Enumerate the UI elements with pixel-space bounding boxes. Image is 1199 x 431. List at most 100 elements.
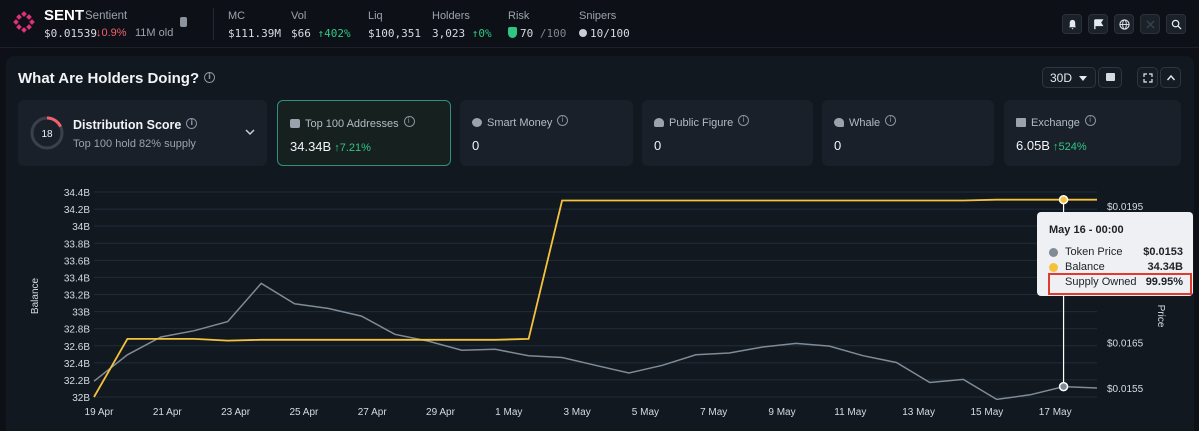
left-axis-ticks: 34.4B 34.2B 34B 33.8B 33.6B 33.4B 33.2B 33B 32.8… xyxy=(64,188,90,404)
card-label: Public Figure xyxy=(654,115,750,129)
info-icon[interactable] xyxy=(738,115,750,126)
x-social-button[interactable] xyxy=(1140,14,1160,34)
card-value: 34.34B xyxy=(290,139,332,154)
copy-icon[interactable] xyxy=(180,17,187,27)
card-exchange[interactable]: Exchange 6.05B↑524% xyxy=(1004,100,1181,166)
card-value: 6.05B xyxy=(1016,138,1050,153)
left-axis-tick-label: 32.2B xyxy=(64,376,90,387)
x-axis-tick-label: 13 May xyxy=(902,407,935,418)
distribution-score-card[interactable]: 18 Distribution Score Top 100 hold 82% s… xyxy=(18,100,267,166)
token-price-series-line xyxy=(93,282,1098,401)
notification-button[interactable] xyxy=(1062,14,1082,34)
info-icon[interactable] xyxy=(1084,115,1096,126)
left-axis-tick-label: 32.8B xyxy=(64,325,90,336)
x-axis-tick-label: 23 Apr xyxy=(221,407,251,418)
chevron-down-icon[interactable] xyxy=(244,128,256,136)
website-button[interactable] xyxy=(1114,14,1134,34)
expand-icon xyxy=(1142,72,1153,83)
x-axis-tick-label: 17 May xyxy=(1039,407,1072,418)
x-axis-tick-label: 19 Apr xyxy=(85,407,115,418)
x-axis-tick-label: 7 May xyxy=(700,407,727,418)
chart-tooltip: May 16 - 00:00 Token Price $0.0153 Balan… xyxy=(1037,212,1193,296)
balance-series-line xyxy=(93,198,1097,398)
card-label: Smart Money xyxy=(472,115,569,129)
token-age: 11M old xyxy=(135,27,174,39)
mc-value: $111.39M xyxy=(228,27,281,40)
token-name: Sentient xyxy=(85,10,128,22)
card-smart-money[interactable]: Smart Money 0 xyxy=(460,100,633,166)
distribution-subtitle: Top 100 hold 82% supply xyxy=(73,138,196,150)
info-icon[interactable] xyxy=(403,116,415,127)
info-icon[interactable] xyxy=(557,115,569,126)
chevron-down-icon xyxy=(1079,76,1087,81)
mc-label: MC xyxy=(228,10,246,22)
info-icon[interactable] xyxy=(186,118,198,129)
card-label: Whale xyxy=(834,115,897,129)
risk-label: Risk xyxy=(508,10,530,22)
left-axis-title: Balance xyxy=(30,277,41,314)
card-label-text: Smart Money xyxy=(487,117,553,129)
card-value: 0 xyxy=(654,138,662,153)
liq-value: $100,351 xyxy=(368,27,421,40)
card-value: 0 xyxy=(834,138,842,153)
chart-gridlines xyxy=(94,191,1097,398)
info-icon[interactable] xyxy=(885,115,897,126)
left-axis-tick-label: 33.4B xyxy=(64,273,90,284)
snipers-value: 10/100 xyxy=(590,27,630,40)
card-whale[interactable]: Whale 0 xyxy=(822,100,994,166)
time-range-select[interactable]: 30D xyxy=(1042,67,1096,88)
right-axis-tick-label: $0.0165 xyxy=(1107,339,1144,350)
left-axis-tick-label: 33B xyxy=(72,308,90,319)
time-range-value: 30D xyxy=(1050,71,1073,85)
tooltip-price-value: $0.0153 xyxy=(1143,246,1183,258)
x-logo-icon xyxy=(1145,19,1155,29)
x-axis-tick-label: 3 May xyxy=(563,407,590,418)
holders-balance-chart[interactable]: 34.4B 34.2B 34B 33.8B 33.6B 33.4B 33.2B 33B 32.8… xyxy=(0,180,1199,431)
tooltip-price-label: Token Price xyxy=(1065,246,1123,258)
price-legend-dot xyxy=(1049,248,1058,257)
left-axis-tick-label: 34B xyxy=(72,222,90,233)
tooltip-balance-value: 34.34B xyxy=(1147,261,1183,273)
x-axis-tick-label: 5 May xyxy=(632,407,659,418)
x-axis-tick-label: 15 May xyxy=(971,407,1004,418)
panel-title: What Are Holders Doing? xyxy=(18,70,216,87)
holders-value: 3,023 xyxy=(432,27,466,40)
card-change: ↑7.21% xyxy=(334,142,371,154)
card-label-text: Top 100 Addresses xyxy=(305,118,399,130)
holders-label: Holders xyxy=(432,10,470,22)
card-label: Exchange xyxy=(1016,115,1096,129)
collapse-button[interactable] xyxy=(1160,67,1181,88)
crosshair-icon xyxy=(579,29,587,37)
left-axis-tick-label: 33.6B xyxy=(64,256,90,267)
flag-icon xyxy=(1093,18,1103,29)
card-public-figure[interactable]: Public Figure 0 xyxy=(642,100,813,166)
x-axis-tick-label: 1 May xyxy=(495,407,522,418)
calendar-button[interactable] xyxy=(1098,67,1122,88)
info-icon[interactable] xyxy=(204,72,216,83)
card-top-100-addresses[interactable]: Top 100 Addresses 34.34B↑7.21% xyxy=(277,100,451,166)
right-axis-ticks: $0.0195 $0.0165 $0.0155 xyxy=(1107,202,1144,395)
search-button[interactable] xyxy=(1166,14,1186,34)
risk-stat[interactable]: 70 /100 xyxy=(508,27,566,40)
snipers-stat[interactable]: 10/100 xyxy=(579,27,630,40)
report-button[interactable] xyxy=(1088,14,1108,34)
fullscreen-button[interactable] xyxy=(1137,67,1158,88)
bell-icon xyxy=(1068,19,1076,30)
distribution-score-title: Distribution Score xyxy=(73,118,198,132)
right-axis-tick-label: $0.0155 xyxy=(1107,384,1144,395)
x-axis-tick-label: 9 May xyxy=(768,407,795,418)
card-label-text: Exchange xyxy=(1031,117,1080,129)
person-icon xyxy=(654,118,664,127)
header-divider xyxy=(213,8,214,40)
liq-label: Liq xyxy=(368,10,383,22)
x-axis-ticks: 19 Apr 21 Apr 23 Apr 25 Apr 27 Apr 29 Apr 1 Ma… xyxy=(85,407,1072,418)
tooltip-supply-value: 99.95% xyxy=(1145,276,1183,288)
wallet-icon xyxy=(290,119,300,128)
left-axis-tick-label: 32.4B xyxy=(64,359,90,370)
hover-point-balance xyxy=(1058,194,1069,205)
left-axis-tick-label: 34.2B xyxy=(64,205,90,216)
sentient-logo-icon xyxy=(13,11,35,33)
card-label: Top 100 Addresses xyxy=(290,116,415,130)
right-axis-title: Price xyxy=(1155,305,1166,328)
panel-title-text: What Are Holders Doing? xyxy=(18,70,200,87)
